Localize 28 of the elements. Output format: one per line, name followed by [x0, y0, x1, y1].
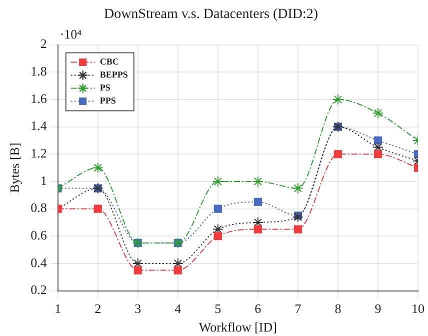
text: ·10⁴ [60, 26, 82, 42]
y-tick-label: 2 [40, 36, 47, 52]
x-tick-label: 3 [134, 301, 142, 316]
x-tick-label: 8 [334, 301, 342, 316]
y-tick-label: 1 [40, 172, 47, 188]
y-axis-title: Bytes [B] [7, 142, 22, 193]
y-tick-label: 0.4 [30, 254, 48, 270]
y-tick-label: 1.6 [30, 90, 48, 106]
y-tick-label: 0.8 [30, 200, 47, 216]
x-tick-label: 5 [214, 301, 222, 316]
x-tick-label: 6 [254, 301, 262, 316]
legend-label: PPS [100, 96, 116, 106]
legend-label: BEPPS [100, 70, 128, 80]
x-tick-label: 4 [174, 301, 182, 316]
y-tick-label: 1.4 [30, 118, 48, 134]
y-tick-label: 1.2 [30, 146, 47, 161]
y-tick-label: 0.6 [30, 228, 48, 243]
y-tick-label: 0.2 [30, 282, 47, 298]
legend-label: PS [100, 82, 110, 93]
x-axis-title: Workflow [ID] [198, 320, 277, 335]
x-tick-label: 10 [412, 301, 424, 316]
x-tick-label: 7 [294, 301, 302, 316]
legend-label: CBC [100, 56, 119, 67]
x-tick-label: 9 [374, 301, 382, 316]
x-tick-label: 2 [94, 301, 102, 316]
chart-title: DownStream v.s. Datacenters (DID:2) [104, 7, 318, 22]
x-tick-label: 1 [54, 301, 62, 316]
y-tick-label: 1.8 [30, 64, 47, 79]
